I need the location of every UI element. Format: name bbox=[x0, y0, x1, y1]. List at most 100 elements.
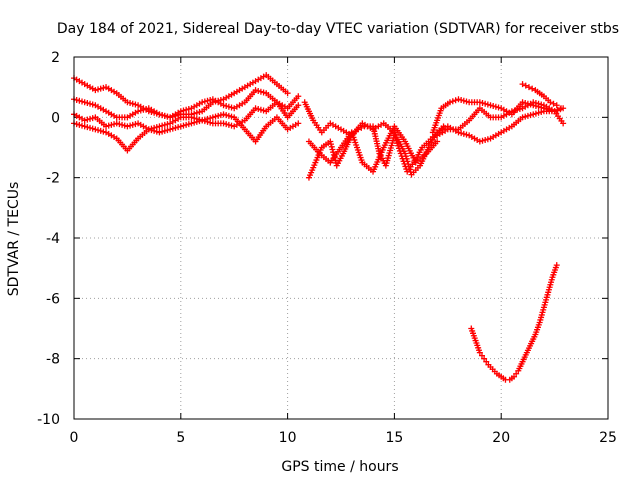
data-point bbox=[511, 107, 518, 114]
data-point bbox=[223, 121, 230, 128]
data-point bbox=[92, 126, 99, 133]
data-point bbox=[164, 127, 171, 134]
data-point bbox=[225, 103, 232, 110]
data-point bbox=[329, 146, 336, 153]
data-point bbox=[167, 126, 174, 133]
data-point bbox=[490, 103, 497, 110]
data-point bbox=[87, 124, 94, 131]
data-point bbox=[220, 120, 227, 127]
data-point bbox=[161, 127, 168, 134]
data-point bbox=[175, 124, 182, 131]
data-point bbox=[483, 358, 490, 365]
data-point bbox=[328, 143, 335, 150]
data-point bbox=[73, 96, 80, 103]
data-point bbox=[484, 101, 491, 108]
data-point bbox=[228, 104, 235, 111]
data-point bbox=[228, 122, 235, 129]
series-trace-i bbox=[434, 99, 567, 139]
data-point bbox=[328, 141, 335, 148]
data-point bbox=[161, 121, 168, 128]
data-point bbox=[127, 100, 134, 107]
series-trace-k bbox=[468, 262, 560, 383]
x-tick-labels: 0 5 10 15 20 25 bbox=[70, 430, 617, 446]
data-point bbox=[220, 111, 227, 118]
data-point bbox=[513, 370, 520, 377]
data-point bbox=[255, 87, 262, 94]
data-point bbox=[127, 122, 134, 129]
data-point bbox=[89, 101, 96, 108]
data-point bbox=[196, 116, 203, 123]
data-point bbox=[525, 84, 532, 91]
data-point bbox=[89, 115, 96, 122]
data-point bbox=[295, 120, 302, 127]
data-point bbox=[124, 123, 131, 130]
data-point bbox=[204, 97, 211, 104]
data-point bbox=[204, 118, 211, 125]
data-point bbox=[495, 104, 502, 111]
data-point bbox=[522, 113, 529, 120]
data-point bbox=[560, 120, 567, 127]
data-point bbox=[95, 127, 102, 134]
data-point bbox=[172, 124, 179, 131]
data-point bbox=[519, 99, 526, 106]
data-point bbox=[527, 112, 534, 119]
data-point bbox=[295, 102, 302, 109]
data-point bbox=[508, 108, 515, 115]
data-point bbox=[201, 98, 208, 105]
y-tick-label: 2 bbox=[51, 50, 60, 66]
chart-title: Day 184 of 2021, Sidereal Day-to-day VTE… bbox=[57, 21, 619, 37]
data-point bbox=[81, 99, 88, 106]
data-point bbox=[479, 137, 486, 144]
data-point bbox=[220, 102, 227, 109]
data-point bbox=[478, 352, 485, 359]
data-point bbox=[553, 102, 560, 109]
data-point bbox=[161, 112, 168, 119]
data-point bbox=[193, 109, 200, 116]
data-point bbox=[223, 103, 230, 110]
data-point bbox=[327, 138, 334, 145]
data-point bbox=[143, 106, 150, 113]
data-point bbox=[180, 122, 187, 129]
data-point bbox=[482, 100, 489, 107]
data-point bbox=[100, 128, 107, 135]
data-point bbox=[225, 121, 232, 128]
data-point bbox=[207, 119, 214, 126]
data-point bbox=[76, 121, 83, 128]
data-point bbox=[476, 99, 483, 106]
data-point bbox=[201, 118, 208, 125]
data-point bbox=[458, 96, 465, 103]
data-point bbox=[209, 114, 216, 121]
series-trace-f bbox=[305, 123, 441, 175]
data-point bbox=[199, 99, 206, 106]
y-tick-label: -2 bbox=[46, 171, 60, 187]
data-point bbox=[547, 99, 554, 106]
data-point bbox=[460, 97, 467, 104]
data-point bbox=[132, 101, 139, 108]
data-point bbox=[156, 111, 163, 118]
x-tick-label: 5 bbox=[176, 430, 185, 446]
data-point bbox=[487, 102, 494, 109]
y-tick-label: -10 bbox=[37, 412, 60, 428]
data-point bbox=[257, 106, 264, 113]
data-point bbox=[228, 113, 235, 120]
series-trace-b bbox=[71, 87, 302, 121]
data-point bbox=[557, 106, 564, 113]
data-point bbox=[121, 122, 128, 129]
data-point bbox=[260, 89, 267, 96]
data-point bbox=[519, 114, 526, 121]
data-point bbox=[516, 106, 523, 113]
data-point bbox=[193, 115, 200, 122]
data-point bbox=[81, 117, 88, 124]
data-point bbox=[151, 124, 158, 131]
data-point bbox=[530, 111, 537, 118]
data-point bbox=[284, 90, 291, 97]
data-point bbox=[460, 130, 467, 137]
x-tick-label: 15 bbox=[385, 430, 403, 446]
data-point bbox=[145, 126, 152, 133]
data-point bbox=[446, 99, 453, 106]
data-point bbox=[185, 121, 192, 128]
data-point bbox=[100, 84, 107, 91]
data-point bbox=[79, 98, 86, 105]
data-point bbox=[223, 112, 230, 119]
